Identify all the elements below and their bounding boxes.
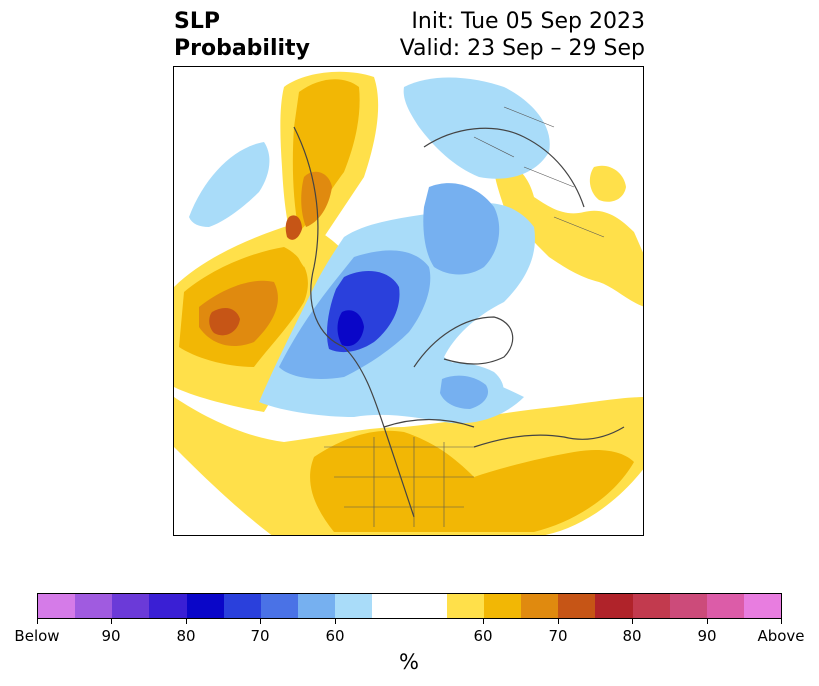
colorbar-segment: [38, 594, 76, 618]
colorbar-segment: [595, 594, 633, 618]
colorbar: [37, 593, 782, 619]
colorbar-tick-label: 80: [622, 627, 642, 645]
colorbar-segment: [149, 594, 187, 618]
colorbar-tick-label: 90: [101, 627, 121, 645]
below-region-90: [337, 310, 364, 347]
colorbar-tick-label: 60: [473, 627, 493, 645]
init-date: Init: Tue 05 Sep 2023: [411, 9, 645, 34]
colorbar-tick-mark: [781, 619, 782, 624]
colorbar-label: %: [399, 650, 419, 674]
colorbar-tick-mark: [186, 619, 187, 624]
title-product: Probability: [174, 36, 310, 61]
above-region-europe: [494, 164, 643, 307]
title-right: Init: Tue 05 Sep 2023 Valid: 23 Sep – 29…: [400, 8, 645, 62]
colorbar-tick-label: 90: [697, 627, 717, 645]
colorbar-segment: [298, 594, 336, 618]
colorbar-tick-mark: [260, 619, 261, 624]
map-canvas: [174, 71, 643, 535]
colorbar-segment: [186, 594, 224, 618]
political-borders: [324, 106, 605, 527]
probability-map: [173, 66, 644, 536]
colorbar-tick-mark: [111, 619, 112, 624]
above-region-pacific-90: [209, 307, 240, 336]
colorbar-tick-label: 70: [548, 627, 568, 645]
above-region-alaska-90: [285, 215, 302, 240]
colorbar-segment: [743, 594, 782, 618]
coastlines: [293, 126, 625, 518]
colorbar-segment: [112, 594, 150, 618]
colorbar-segment: [372, 594, 410, 618]
colorbar-segment: [521, 594, 559, 618]
colorbar-tick-mark: [632, 619, 633, 624]
colorbar-segment: [409, 594, 447, 618]
colorbar-tick-mark: [335, 619, 336, 624]
above-region-usa: [310, 430, 634, 532]
colorbar-segment: [632, 594, 670, 618]
colorbar-tick-mark: [558, 619, 559, 624]
valid-range: Valid: 23 Sep – 29 Sep: [399, 36, 645, 61]
title-variable: SLP: [174, 9, 220, 34]
colorbar-tick-label: 80: [176, 627, 196, 645]
title-left: SLP Probability: [174, 8, 310, 62]
colorbar-tick-label: 60: [325, 627, 345, 645]
below-region-pacific-nw: [189, 142, 270, 227]
below-region-siberia: [423, 183, 500, 275]
colorbar-segment: [483, 594, 522, 618]
above-region-urals: [589, 165, 626, 202]
colorbar-segment: [669, 594, 707, 618]
colorbar-tick-label: Above: [757, 627, 805, 645]
colorbar-segment: [260, 594, 299, 618]
colorbar-tick-mark: [37, 619, 38, 624]
colorbar-segment: [223, 594, 261, 618]
colorbar-tick-mark: [707, 619, 708, 624]
colorbar-segment: [335, 594, 373, 618]
below-region-greenland-70: [440, 375, 489, 409]
colorbar-segment: [75, 594, 113, 618]
colorbar-tick-mark: [483, 619, 484, 624]
colorbar-segment: [558, 594, 596, 618]
colorbar-tick-label: Below: [14, 627, 60, 645]
colorbar-segment: [446, 594, 484, 618]
colorbar-segment: [706, 594, 744, 618]
colorbar-tick-label: 70: [250, 627, 270, 645]
